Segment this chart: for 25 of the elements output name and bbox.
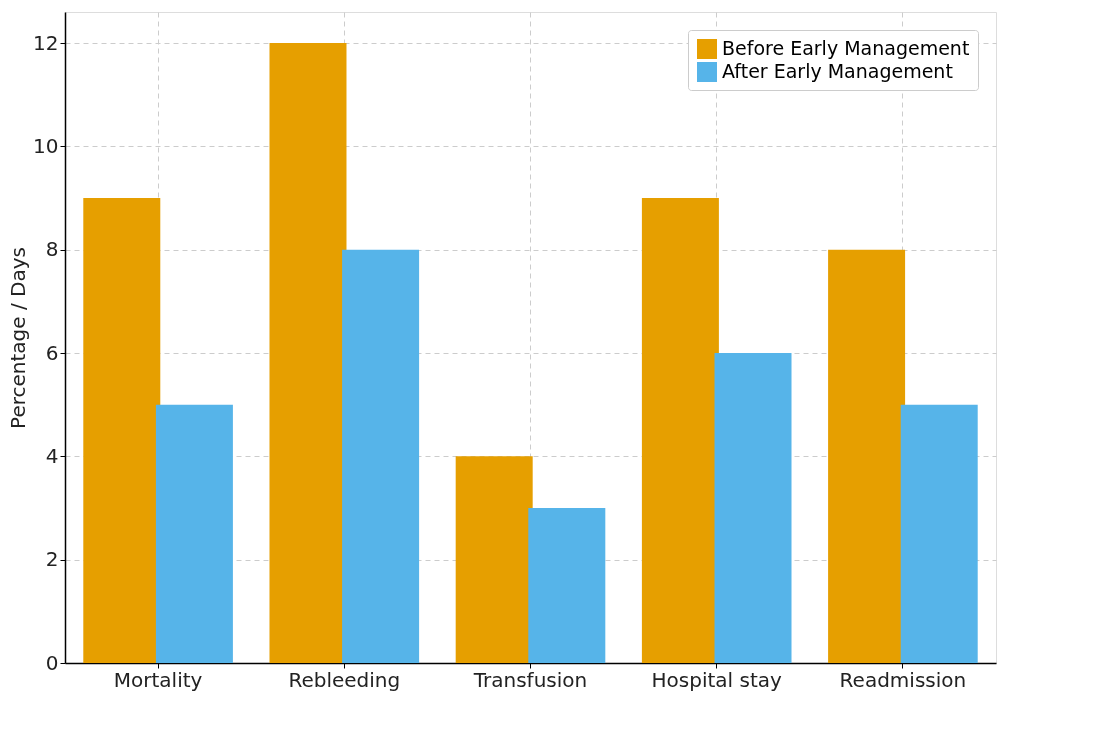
bar: [269, 43, 347, 663]
y-tick-label: 8: [45, 237, 59, 262]
x-tick-label: Transfusion: [472, 667, 588, 692]
bar: [455, 456, 533, 663]
y-tick-label: 6: [45, 340, 59, 365]
bar: [714, 353, 792, 663]
legend-label: Before Early Management: [722, 37, 970, 59]
legend-label: After Early Management: [722, 60, 953, 82]
y-tick-label: 12: [33, 30, 59, 55]
bar: [83, 198, 161, 663]
y-tick-label: 4: [45, 443, 59, 468]
bar: [900, 404, 978, 663]
bar: [155, 404, 233, 663]
x-tick-label: Readmission: [839, 667, 967, 692]
bar: [828, 249, 906, 663]
y-tick-label: 0: [45, 650, 59, 675]
bar: [528, 508, 606, 663]
x-tick-label: Mortality: [113, 667, 203, 692]
y-tick-label: 10: [33, 133, 59, 158]
bar: [641, 198, 719, 663]
x-tick-label: Rebleeding: [288, 667, 401, 692]
y-tick-label: 2: [45, 547, 59, 572]
bar: [342, 249, 420, 663]
x-tick-label: Hospital stay: [651, 667, 783, 692]
y-axis-title: Percentage / Days: [6, 247, 31, 429]
